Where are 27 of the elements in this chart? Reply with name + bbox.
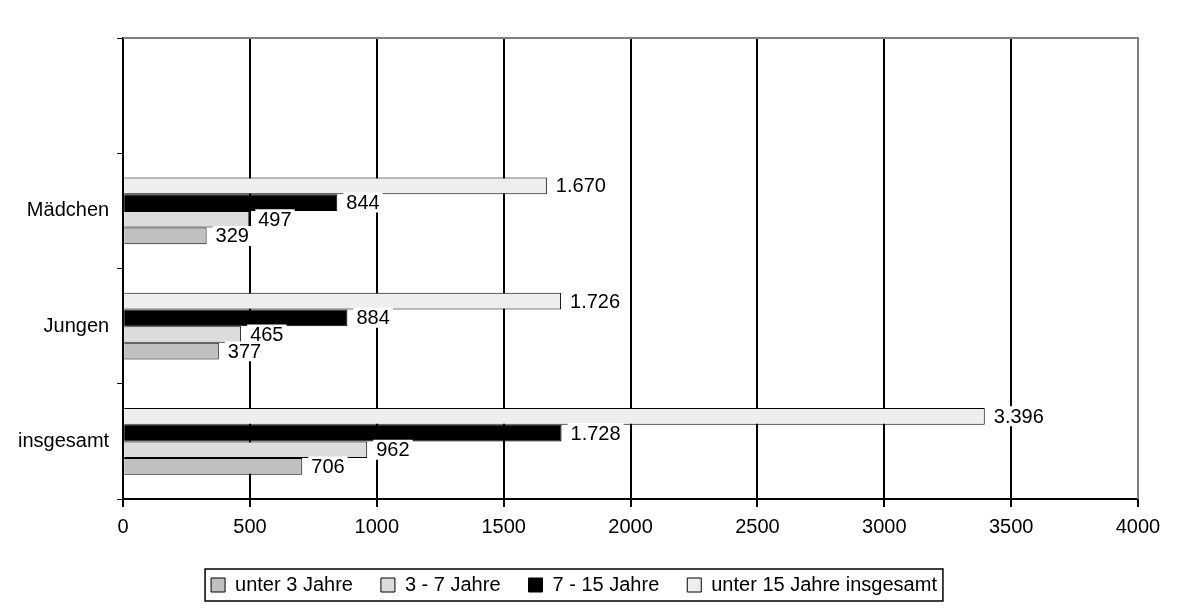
x-tick-label: 1500 [481, 514, 526, 537]
x-tick-label: 2000 [608, 514, 653, 537]
x-tick-label: 0 [117, 514, 129, 537]
y-tick-label: Jungen [43, 313, 110, 336]
data-label: 465 [250, 323, 284, 345]
x-tick-label: 500 [233, 514, 267, 537]
y-tick-label: insgesamt [18, 428, 110, 451]
x-tick-label: 3500 [988, 514, 1034, 537]
legend-label: 3 - 7 Jahre [404, 572, 501, 595]
data-label: 844 [346, 191, 380, 214]
data-label: 329 [215, 224, 249, 247]
data-label: 1.726 [570, 289, 621, 312]
data-label: 3.396 [993, 404, 1044, 427]
data-label: 962 [376, 438, 410, 461]
data-label: 884 [356, 306, 390, 329]
y-tick-label: Mädchen [26, 198, 110, 221]
data-label: 706 [311, 454, 345, 477]
data-label: 497 [258, 207, 292, 230]
data-label: 1.728 [570, 421, 621, 444]
x-tick-label: 2500 [735, 514, 780, 537]
legend-label: unter 3 Jahre [235, 572, 353, 595]
legend-label: unter 15 Jahre insgesamt [711, 572, 938, 595]
legend-label: 7 - 15 Jahre [552, 572, 660, 595]
x-tick-label: 3000 [862, 514, 907, 537]
x-tick-label: 1000 [354, 514, 400, 537]
data-label: 1.670 [555, 174, 606, 197]
x-tick-label: 4000 [1115, 514, 1161, 537]
